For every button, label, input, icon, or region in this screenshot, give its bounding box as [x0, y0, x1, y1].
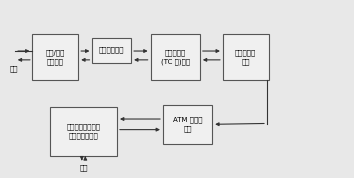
Bar: [163, 105, 212, 144]
Bar: [92, 38, 131, 62]
Text: 乌托邦接口
模块: 乌托邦接口 模块: [235, 50, 256, 65]
Bar: [150, 34, 200, 80]
Text: 光电/电光
转换模块: 光电/电光 转换模块: [46, 50, 65, 65]
Text: 用户: 用户: [79, 164, 88, 171]
Text: 传输汇聚层
(TC 层)模块: 传输汇聚层 (TC 层)模块: [161, 50, 190, 65]
Text: 时钟恢复模块: 时钟恢复模块: [99, 47, 125, 53]
Bar: [50, 107, 117, 156]
Bar: [33, 34, 78, 80]
Text: 适配层与应用层通
用软件平台模块: 适配层与应用层通 用软件平台模块: [67, 124, 101, 139]
Text: 光纤: 光纤: [10, 65, 18, 72]
Text: ATM 通道层
模块: ATM 通道层 模块: [173, 117, 202, 132]
Bar: [223, 34, 269, 80]
